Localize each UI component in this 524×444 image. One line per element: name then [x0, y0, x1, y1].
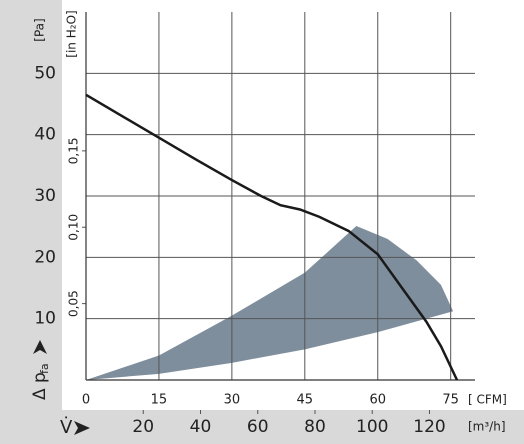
operating-region	[86, 226, 454, 380]
y2-tick-label: 0,10	[67, 214, 81, 241]
x2-tick-label: 100	[356, 417, 388, 437]
y-label-sub: fa	[38, 363, 51, 374]
x2-label: V̇	[60, 417, 73, 438]
y2-tick-label: 0,15	[67, 137, 81, 164]
x2-tick-label: 80	[304, 417, 326, 437]
y-tick-label: 40	[34, 125, 56, 145]
x2-tick-label: 20	[132, 417, 154, 437]
x2-unit: [m³/h]	[468, 420, 506, 434]
y-unit: [Pa]	[33, 18, 47, 41]
arrow	[33, 340, 47, 354]
x-tick-label: 15	[151, 393, 168, 408]
x-tick-label: 60	[369, 393, 386, 408]
y-tick-label: 30	[34, 186, 56, 206]
x2-tick-label: 120	[413, 417, 445, 437]
y-label: Δ p fa	[30, 340, 51, 400]
y-label-text: Δ p	[30, 372, 50, 400]
y-tick-label: 20	[34, 247, 56, 267]
fan-curve	[85, 93, 459, 381]
x2-tick-label: 40	[190, 417, 212, 437]
y-tick-label: 50	[34, 63, 56, 83]
y2-tick-label: 0,05	[67, 290, 81, 317]
x-tick-label: 30	[224, 393, 241, 408]
plot	[85, 12, 475, 380]
left-band	[0, 0, 62, 444]
x2-tick-label: 60	[247, 417, 269, 437]
y-tick-label: 10	[34, 309, 56, 329]
y2-unit: [in H₂O]	[65, 10, 79, 57]
x-tick-label: 0	[82, 393, 90, 408]
arrow	[74, 421, 90, 435]
x-tick-label: 75	[442, 393, 459, 408]
x-tick-label: 45	[297, 393, 314, 408]
x-unit: [ CFM]	[468, 393, 507, 407]
